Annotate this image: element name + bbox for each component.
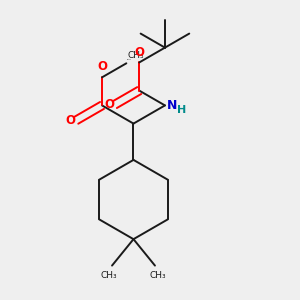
Text: O: O: [97, 60, 107, 74]
Text: CH₃: CH₃: [150, 271, 166, 280]
Text: methyl: methyl: [127, 59, 132, 60]
Text: O: O: [104, 98, 114, 111]
Text: O: O: [65, 114, 75, 127]
Text: CH₃: CH₃: [128, 51, 145, 60]
Text: CH₃: CH₃: [100, 271, 117, 280]
Text: H: H: [178, 105, 187, 116]
Text: N: N: [167, 99, 177, 112]
Text: O: O: [134, 46, 144, 59]
